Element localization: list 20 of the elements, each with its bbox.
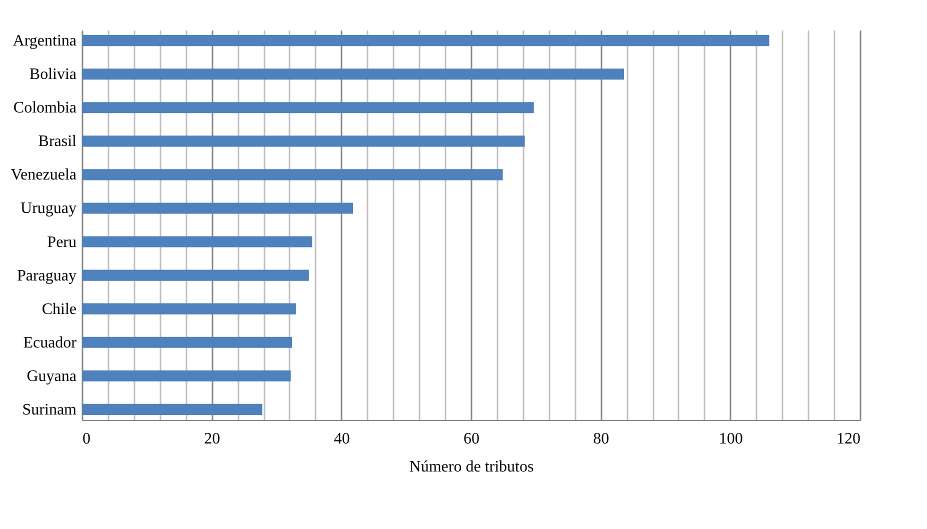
x-tick-label: 0 [82, 430, 90, 448]
y-tick-label: Paraguay [16, 267, 76, 284]
x-tick-label: 120 [836, 430, 860, 448]
y-tick-label: Guyana [26, 368, 76, 385]
x-tick-label: 20 [204, 430, 220, 448]
y-tick-label: Ecuador [23, 334, 78, 352]
y-tick-label: Surinam [22, 401, 78, 418]
x-tick-label: 100 [718, 430, 743, 448]
y-tick-label: Uruguay [20, 200, 76, 218]
y-tick-label: Chile [42, 300, 76, 318]
y-tick-label: Bolivia [29, 66, 76, 84]
y-tick-label: Venezuela [10, 166, 76, 184]
x-axis-title: Número de tributos [409, 458, 534, 476]
y-tick-label: Brasil [38, 133, 78, 150]
y-tick-label: Argentina [12, 32, 76, 50]
x-tick-label: 60 [464, 430, 480, 448]
x-tick-label: 80 [593, 430, 610, 448]
y-tick-label: Peru [47, 234, 76, 251]
y-tick-label: Colombia [13, 100, 76, 117]
x-tick-label: 40 [334, 430, 350, 448]
